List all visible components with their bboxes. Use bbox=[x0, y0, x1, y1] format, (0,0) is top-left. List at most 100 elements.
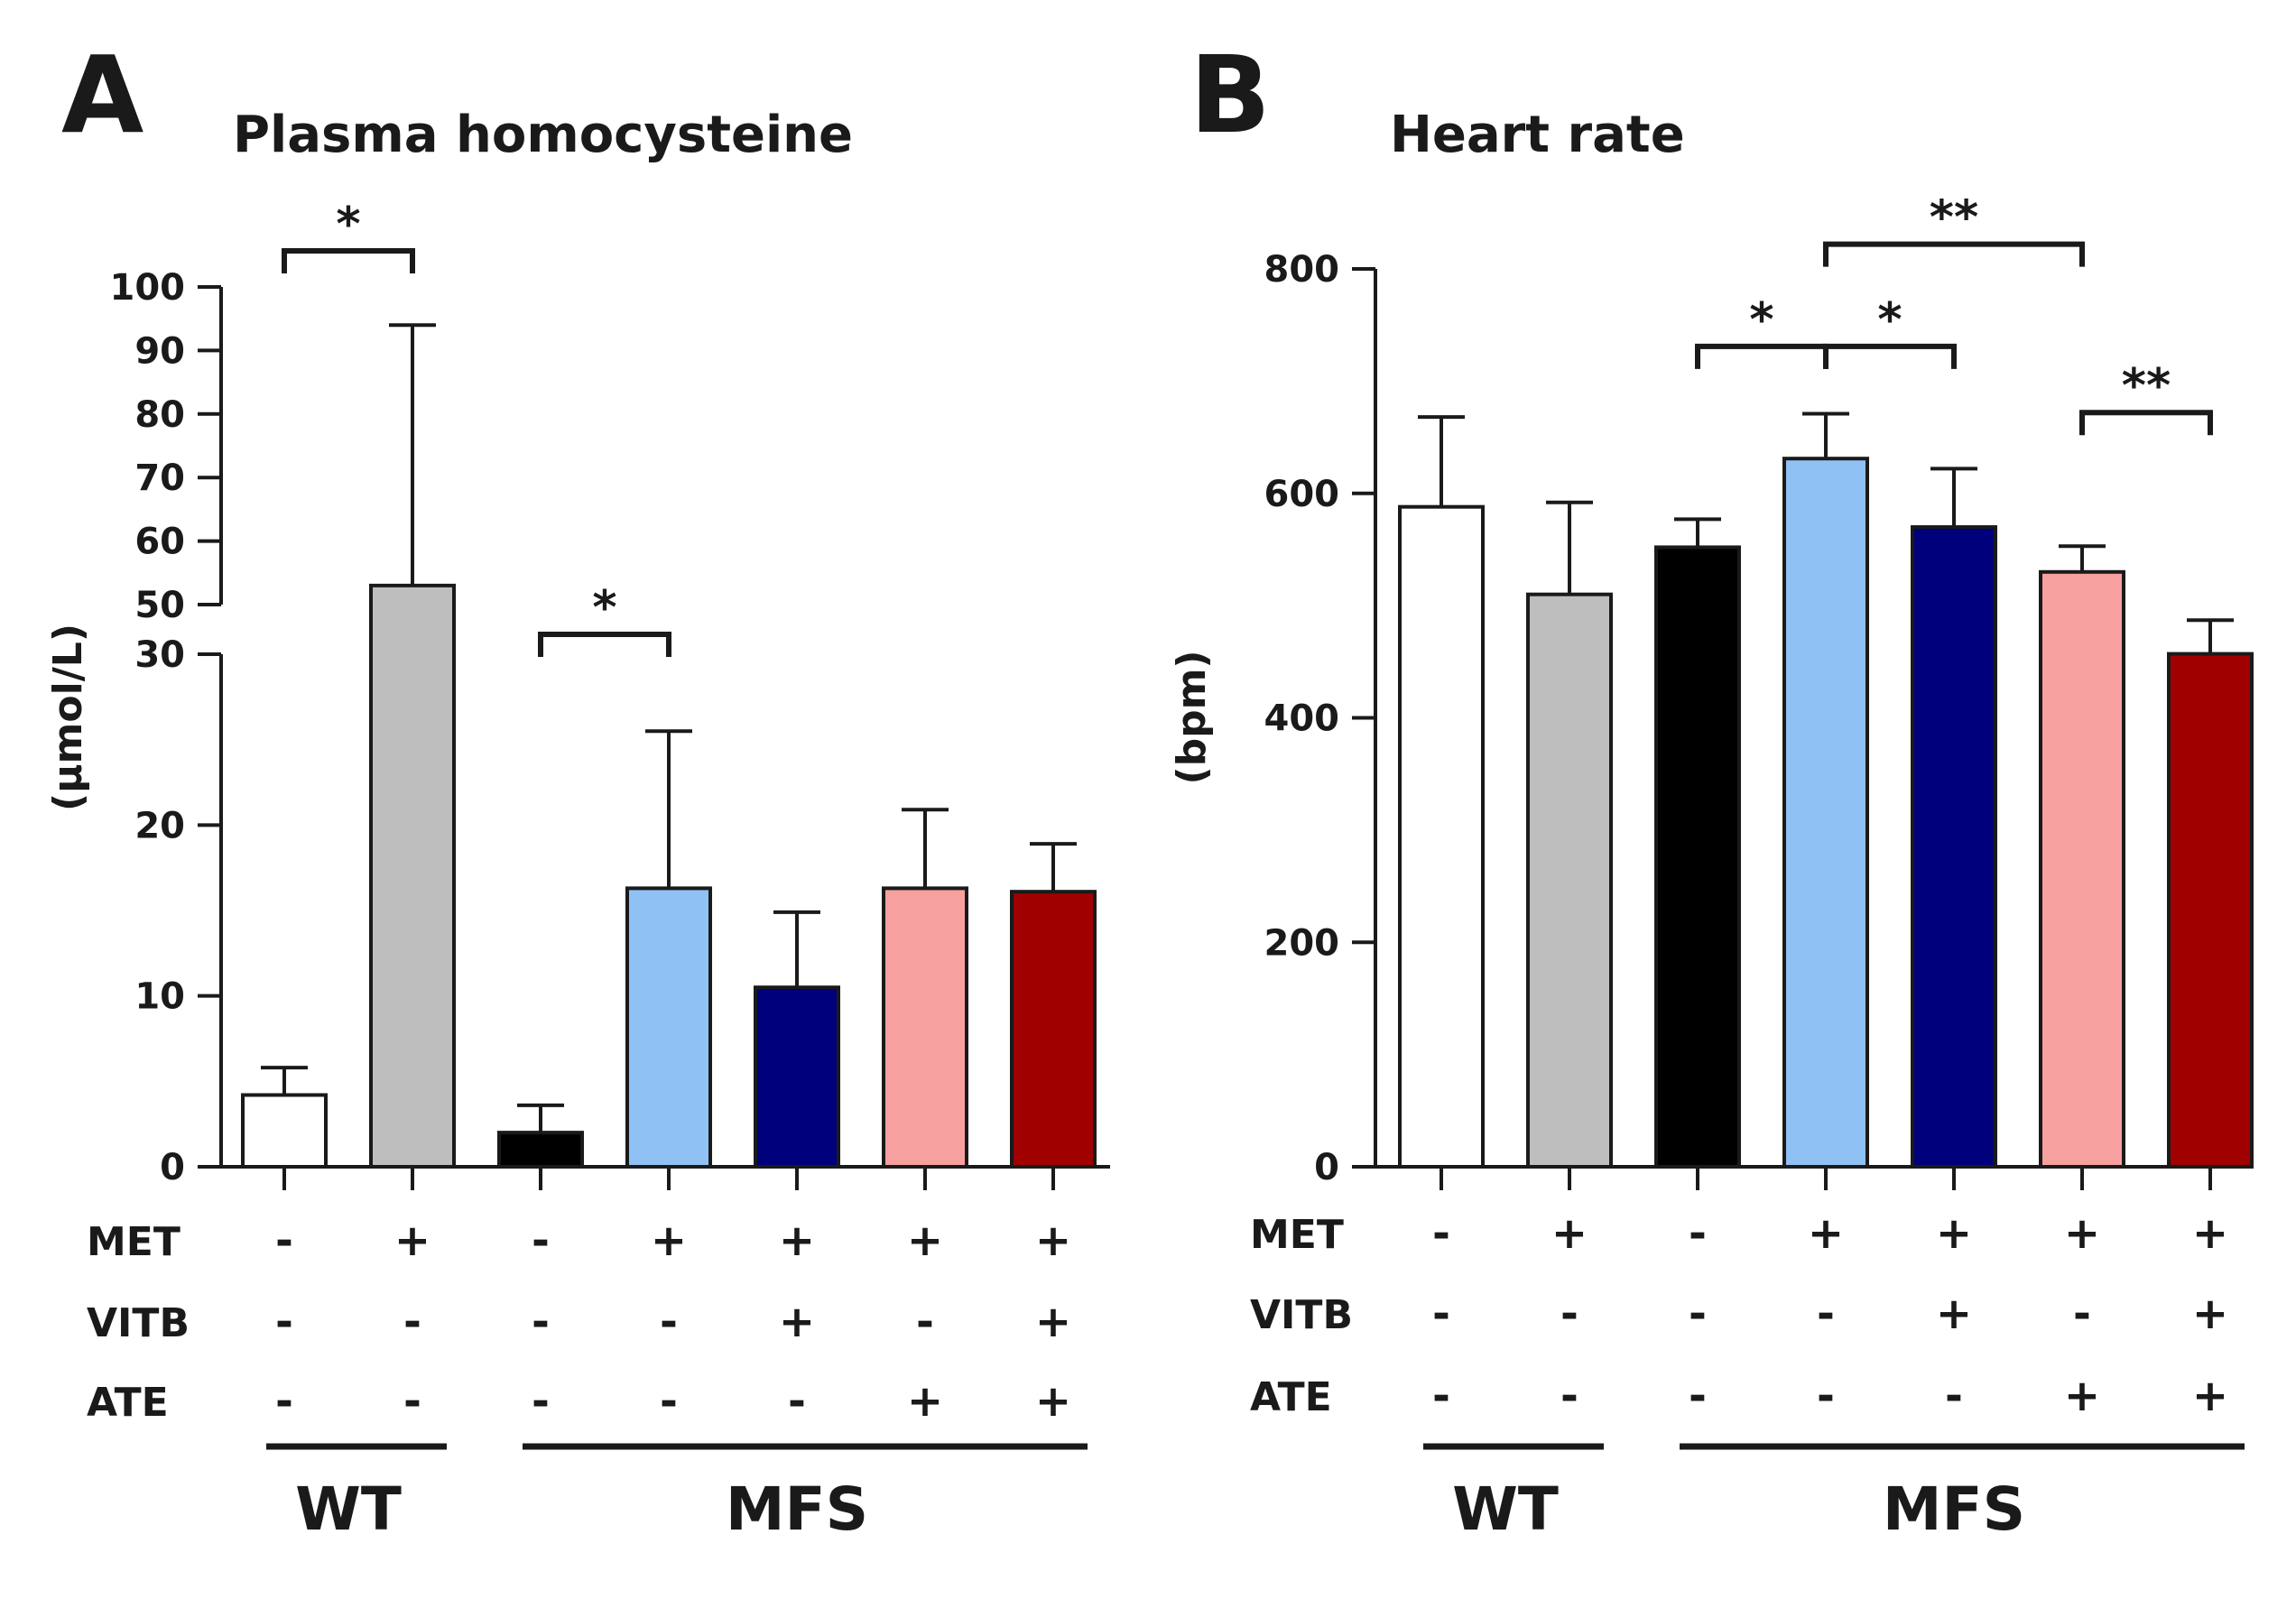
bar bbox=[1010, 890, 1097, 1169]
bar bbox=[1782, 457, 1869, 1169]
treatment-sign: - bbox=[2073, 1289, 2091, 1339]
y-tick-label: 800 bbox=[1264, 249, 1340, 291]
treatment-sign: - bbox=[532, 1215, 550, 1266]
treatment-sign: + bbox=[907, 1215, 943, 1266]
treatment-sign: - bbox=[1432, 1371, 1450, 1421]
y-tick-label: 50 bbox=[134, 585, 185, 626]
bar bbox=[625, 886, 712, 1169]
treatment-sign: + bbox=[1035, 1376, 1071, 1427]
y-tick-label: 10 bbox=[134, 976, 185, 1018]
bar bbox=[2167, 652, 2254, 1169]
group-label: MFS bbox=[1883, 1474, 2025, 1544]
panel-b-title: Heart rate bbox=[1390, 106, 1685, 164]
panel-a-ylabel: (µmol/L) bbox=[45, 624, 91, 811]
y-tick-label: 0 bbox=[1314, 1147, 1339, 1188]
treatment-sign: + bbox=[1551, 1208, 1588, 1259]
treatment-label: ATE bbox=[1250, 1374, 1332, 1420]
treatment-sign: + bbox=[2192, 1289, 2228, 1339]
y-tick-label: 90 bbox=[134, 330, 185, 372]
treatment-sign: + bbox=[2192, 1371, 2228, 1421]
panel-b-ylabel: (bpm) bbox=[1169, 650, 1215, 784]
treatment-label: VITB bbox=[1250, 1292, 1353, 1338]
treatment-sign: - bbox=[403, 1376, 421, 1427]
significance-label: * bbox=[336, 198, 360, 252]
treatment-sign: - bbox=[788, 1376, 806, 1427]
significance-bracket bbox=[1695, 343, 1828, 369]
y-tick-label: 60 bbox=[134, 522, 185, 563]
treatment-sign: - bbox=[1945, 1371, 1963, 1421]
bar bbox=[497, 1131, 584, 1169]
treatment-sign: - bbox=[532, 1297, 550, 1347]
treatment-sign: - bbox=[275, 1297, 293, 1347]
panel-a-letter: A bbox=[61, 32, 144, 157]
treatment-sign: + bbox=[394, 1215, 430, 1266]
treatment-sign: + bbox=[1035, 1215, 1071, 1266]
treatment-sign: - bbox=[916, 1297, 934, 1347]
treatment-sign: - bbox=[1560, 1289, 1578, 1339]
bar bbox=[1398, 504, 1485, 1169]
treatment-label: VITB bbox=[87, 1300, 190, 1346]
significance-bracket bbox=[1823, 343, 1957, 369]
y-tick-label: 0 bbox=[160, 1147, 185, 1188]
y-tick-label: 600 bbox=[1264, 474, 1340, 515]
treatment-sign: - bbox=[532, 1376, 550, 1427]
treatment-sign: - bbox=[1432, 1289, 1450, 1339]
bar bbox=[1526, 592, 1613, 1169]
significance-label: * bbox=[1749, 293, 1773, 347]
significance-bracket bbox=[2079, 410, 2213, 436]
y-tick-label: 200 bbox=[1264, 922, 1340, 964]
treatment-sign: + bbox=[779, 1297, 815, 1347]
group-label: MFS bbox=[726, 1474, 868, 1544]
significance-bracket bbox=[1823, 241, 2085, 267]
panel-a: A Plasma homocysteine (µmol/L) 50 60 70 80 9… bbox=[45, 32, 1110, 1544]
y-tick-label: 100 bbox=[110, 267, 186, 309]
treatment-sign: - bbox=[660, 1376, 678, 1427]
treatment-label: ATE bbox=[87, 1380, 169, 1426]
y-tick-label: 70 bbox=[134, 458, 185, 499]
treatment-label: MET bbox=[1250, 1212, 1344, 1258]
treatment-sign: + bbox=[2064, 1371, 2100, 1421]
treatment-sign: - bbox=[275, 1376, 293, 1427]
significance-label: ** bbox=[1930, 191, 1978, 245]
bar bbox=[241, 1093, 328, 1169]
y-tick-label: 20 bbox=[134, 805, 185, 846]
significance-bracket bbox=[282, 248, 415, 273]
bar bbox=[882, 886, 968, 1169]
treatment-label: MET bbox=[87, 1219, 181, 1265]
treatment-sign: + bbox=[651, 1215, 687, 1266]
treatment-sign: - bbox=[1689, 1289, 1707, 1339]
treatment-sign: + bbox=[907, 1376, 943, 1427]
bar bbox=[369, 583, 456, 1169]
panel-a-title: Plasma homocysteine bbox=[233, 106, 853, 164]
y-tick-label: 30 bbox=[134, 634, 185, 676]
treatment-sign: - bbox=[1560, 1371, 1578, 1421]
panel-b-letter: B bbox=[1190, 32, 1271, 157]
treatment-sign: + bbox=[2064, 1208, 2100, 1259]
treatment-sign: - bbox=[1817, 1289, 1835, 1339]
significance-label: * bbox=[1877, 293, 1902, 347]
treatment-sign: + bbox=[1936, 1289, 1972, 1339]
treatment-sign: - bbox=[275, 1215, 293, 1266]
treatment-sign: - bbox=[660, 1297, 678, 1347]
treatment-sign: - bbox=[1689, 1371, 1707, 1421]
treatment-sign: + bbox=[1035, 1297, 1071, 1347]
y-tick-label: 400 bbox=[1264, 698, 1340, 740]
treatment-sign: + bbox=[779, 1215, 815, 1266]
treatment-sign: + bbox=[1808, 1208, 1844, 1259]
significance-bracket bbox=[538, 632, 671, 657]
y-tick-label: 80 bbox=[134, 394, 185, 436]
bar bbox=[754, 985, 840, 1169]
bar bbox=[1654, 545, 1741, 1169]
group-label: WT bbox=[295, 1474, 402, 1544]
group-label: WT bbox=[1452, 1474, 1559, 1544]
bar bbox=[2039, 569, 2125, 1169]
treatment-sign: - bbox=[1817, 1371, 1835, 1421]
treatment-sign: + bbox=[1936, 1208, 1972, 1259]
treatment-sign: + bbox=[2192, 1208, 2228, 1259]
significance-label: * bbox=[592, 581, 616, 635]
treatment-sign: - bbox=[1432, 1208, 1450, 1259]
treatment-sign: - bbox=[403, 1297, 421, 1347]
bar bbox=[1911, 525, 1997, 1169]
